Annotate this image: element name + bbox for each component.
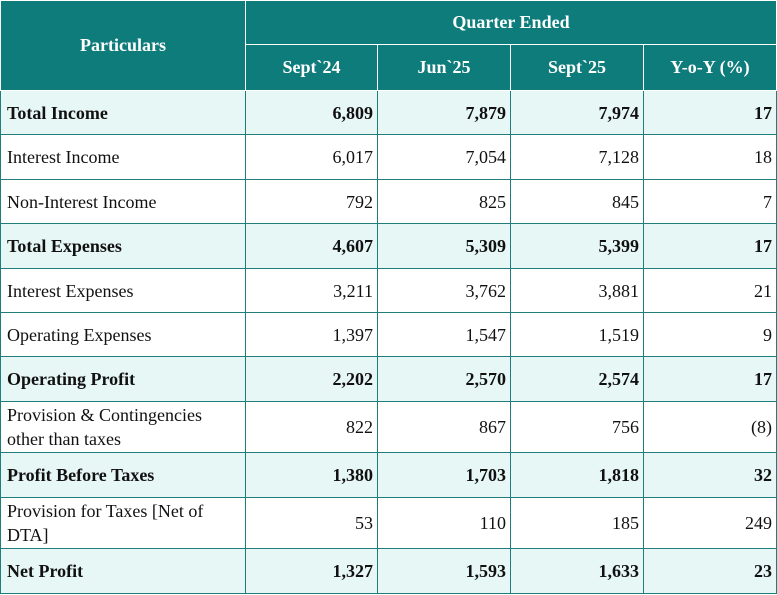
header-cell: Sept`24 [245,44,378,91]
table-row: Interest Expenses 3,211 3,762 3,881 21 [0,268,777,313]
value-cell: 756 [510,401,644,453]
row-label: Profit Before Taxes [0,452,246,498]
value-cell: 7,054 [377,134,511,180]
value-cell: (8) [643,401,777,453]
value-cell: 1,380 [245,452,378,498]
header-cell: Quarter Ended [245,0,777,45]
value-cell: 18 [643,134,777,180]
value-cell: 3,211 [245,268,378,313]
value-cell: 1,818 [510,452,644,498]
row-label: Net Profit [0,548,246,594]
value-cell: 17 [643,223,777,269]
row-label: Provision for Taxes [Net of DTA] [0,497,246,549]
value-cell: 17 [643,90,777,135]
value-cell: 5,309 [377,223,511,269]
value-cell: 3,762 [377,268,511,313]
value-cell: 2,574 [510,356,644,402]
value-cell: 792 [245,179,378,224]
value-cell: 17 [643,356,777,402]
table-row: Provision & Contingencies other than tax… [0,401,777,453]
value-cell: 2,202 [245,356,378,402]
value-cell: 1,397 [245,312,378,357]
row-label: Total Expenses [0,223,246,269]
value-cell: 4,607 [245,223,378,269]
value-cell: 1,633 [510,548,644,594]
value-cell: 7,974 [510,90,644,135]
value-cell: 1,593 [377,548,511,594]
value-cell: 867 [377,401,511,453]
header-row: Sept`24 Jun`25 Sept`25 Y-o-Y (%) [1,44,777,91]
table-row: Total Expenses 4,607 5,309 5,399 17 [0,223,777,269]
row-label: Operating Profit [0,356,246,402]
value-cell: 1,547 [377,312,511,357]
value-cell: 9 [643,312,777,357]
row-label: Total Income [0,90,246,135]
table-row: Provision for Taxes [Net of DTA] 53 110 185… [0,497,777,549]
value-cell: 822 [245,401,378,453]
value-cell: 21 [643,268,777,313]
value-cell: 2,570 [377,356,511,402]
value-cell: 249 [643,497,777,549]
table-row: Operating Expenses 1,397 1,547 1,519 9 [0,312,777,357]
value-cell: 6,809 [245,90,378,135]
table-row: Interest Income 6,017 7,054 7,128 18 [0,134,777,180]
row-label: Interest Expenses [0,268,246,313]
value-cell: 1,327 [245,548,378,594]
value-cell: 23 [643,548,777,594]
value-cell: 7 [643,179,777,224]
table-row: Profit Before Taxes 1,380 1,703 1,818 32 [0,452,777,498]
row-label: Provision & Contingencies other than tax… [0,401,246,453]
row-label: Operating Expenses [0,312,246,357]
row-label: Non-Interest Income [0,179,246,224]
value-cell: 110 [377,497,511,549]
header-cell: Jun`25 [377,44,511,91]
header-cell: Particulars [0,0,246,91]
table-row: Net Profit 1,327 1,593 1,633 23 [0,548,777,594]
value-cell: 1,519 [510,312,644,357]
value-cell: 1,703 [377,452,511,498]
value-cell: 32 [643,452,777,498]
value-cell: 185 [510,497,644,549]
header-row: Particulars Quarter Ended [0,0,777,91]
table-row: Operating Profit 2,202 2,570 2,574 17 [0,356,777,402]
value-cell: 7,879 [377,90,511,135]
value-cell: 53 [245,497,378,549]
value-cell: 825 [377,179,511,224]
value-cell: 7,128 [510,134,644,180]
value-cell: 3,881 [510,268,644,313]
value-cell: 5,399 [510,223,644,269]
header-cell: Y-o-Y (%) [643,44,777,91]
table-row: Total Income 6,809 7,879 7,974 17 [0,90,777,135]
row-label: Interest Income [0,134,246,180]
table-row: Non-Interest Income 792 825 845 7 [0,179,777,224]
value-cell: 6,017 [245,134,378,180]
value-cell: 845 [510,179,644,224]
header-cell: Sept`25 [510,44,644,91]
